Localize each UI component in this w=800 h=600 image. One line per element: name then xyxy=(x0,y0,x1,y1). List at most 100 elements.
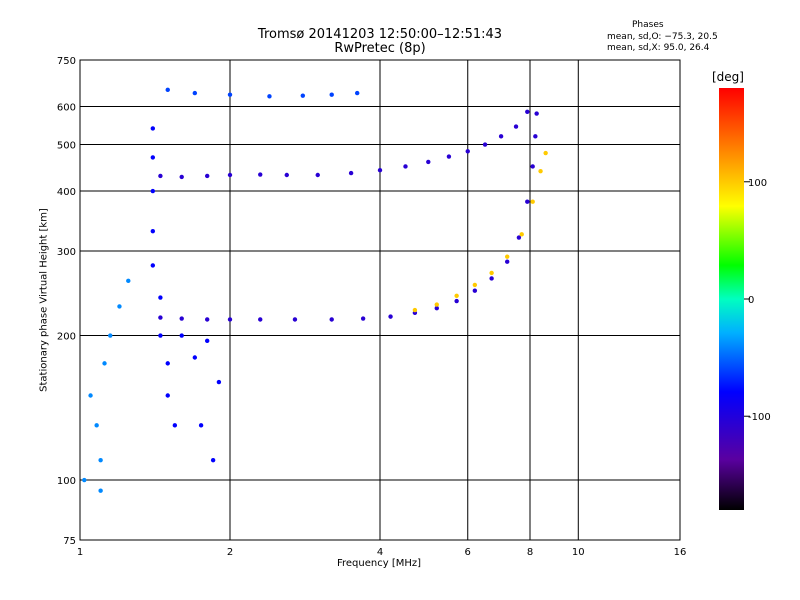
echo-point xyxy=(284,172,289,178)
x-tick-label: 8 xyxy=(527,547,533,558)
echo-point xyxy=(204,173,210,179)
echo-point xyxy=(179,333,184,338)
echo-point xyxy=(82,477,87,483)
echo-point xyxy=(227,172,233,178)
echo-point xyxy=(377,168,383,173)
echo-point xyxy=(150,263,156,268)
echo-point xyxy=(530,164,535,169)
phases-o-stats: mean, sd,O: −75.3, 20.5 xyxy=(607,32,718,42)
echo-point xyxy=(446,154,452,159)
echo-point xyxy=(388,314,393,319)
echo-point xyxy=(472,288,478,293)
echo-point xyxy=(315,172,320,178)
echo-point xyxy=(150,188,156,194)
echo-point xyxy=(329,92,334,97)
echo-point xyxy=(329,317,334,322)
colorbar-ticks: 100 0 -100 xyxy=(744,178,771,423)
echo-point xyxy=(192,90,198,96)
echo-point xyxy=(525,109,530,114)
echo-point xyxy=(300,93,306,98)
y-tick-label: 300 xyxy=(57,247,76,258)
echo-point xyxy=(513,124,519,129)
echo-point xyxy=(543,150,548,156)
echo-point xyxy=(489,270,494,276)
echo-point xyxy=(165,393,170,398)
echo-point xyxy=(403,164,408,169)
echo-point xyxy=(94,423,99,428)
echo-point xyxy=(434,306,439,311)
echo-point xyxy=(204,317,210,322)
echo-point xyxy=(472,282,478,288)
echo-point xyxy=(158,173,163,179)
x-axis-label: Frequency [MHz] xyxy=(336,558,422,569)
echo-point xyxy=(158,315,163,320)
y-tick-label: 500 xyxy=(57,141,76,152)
echo-point xyxy=(538,168,543,174)
colorbar-tick-label: 0 xyxy=(748,295,754,306)
x-tick-label: 4 xyxy=(377,547,383,558)
echo-point xyxy=(482,142,488,147)
y-tick-label: 750 xyxy=(57,56,76,67)
echo-point xyxy=(292,317,298,322)
echo-point xyxy=(489,276,494,281)
colorbar-tick-label: 100 xyxy=(748,178,767,189)
x-tick-label: 6 xyxy=(465,547,471,558)
echo-point xyxy=(165,361,170,366)
echo-point xyxy=(98,457,103,463)
chart-title-line2: RwPretec (8p) xyxy=(334,41,426,56)
y-tick-label: 400 xyxy=(57,187,76,198)
y-tick-label: 75 xyxy=(63,536,76,547)
echo-point xyxy=(179,174,184,180)
echo-point xyxy=(150,126,156,131)
echo-point xyxy=(204,338,210,344)
echo-point xyxy=(198,423,204,428)
echo-point xyxy=(216,379,222,385)
echo-point xyxy=(150,155,156,160)
echo-point xyxy=(98,488,103,493)
echo-point xyxy=(426,159,431,165)
x-tick-label: 1 xyxy=(77,547,83,558)
echo-point xyxy=(172,423,178,428)
echo-point xyxy=(258,172,263,177)
echo-point xyxy=(516,235,522,240)
echo-point xyxy=(165,87,170,93)
colorbar xyxy=(719,88,744,510)
x-tick-label: 2 xyxy=(227,547,233,558)
echo-point xyxy=(504,254,510,259)
phases-title: Phases xyxy=(632,20,664,30)
y-axis-label: Stationary phase Virtual Height [km] xyxy=(38,208,50,392)
echo-point xyxy=(88,393,93,398)
echo-point xyxy=(525,199,530,204)
axis-ticks: 1 2 4 6 8 10 16 75 100 200 300 400 500 600 750 xyxy=(57,56,686,558)
y-tick-label: 200 xyxy=(57,332,76,343)
echo-point xyxy=(530,199,535,204)
echo-point xyxy=(258,317,263,322)
y-tick-label: 600 xyxy=(57,103,76,114)
echo-point xyxy=(126,278,131,284)
echo-point xyxy=(179,316,184,321)
y-tick-label: 100 xyxy=(57,476,76,487)
echo-point xyxy=(412,307,418,313)
echo-point xyxy=(227,317,233,322)
echo-point xyxy=(192,355,198,360)
x-tick-label: 16 xyxy=(674,547,687,558)
echo-point xyxy=(454,293,459,298)
echo-point xyxy=(454,298,459,304)
echo-point xyxy=(150,228,156,234)
phases-x-stats: mean, sd,X: 95.0, 26.4 xyxy=(607,43,710,53)
echo-point xyxy=(360,316,366,321)
echo-point xyxy=(498,134,504,139)
echo-point xyxy=(533,134,538,139)
chart-title-line1: Tromsø 20141203 12:50:00–12:51:43 xyxy=(257,27,503,42)
echo-point xyxy=(158,333,163,338)
echo-point xyxy=(227,92,233,97)
echo-point xyxy=(158,295,163,300)
colorbar-tick-label: -100 xyxy=(748,412,771,423)
colorbar-unit: [deg] xyxy=(712,70,744,84)
echo-point xyxy=(534,111,539,116)
echo-point xyxy=(348,170,354,176)
echo-point xyxy=(117,304,122,309)
echo-point xyxy=(519,232,524,237)
echo-point xyxy=(108,333,113,338)
